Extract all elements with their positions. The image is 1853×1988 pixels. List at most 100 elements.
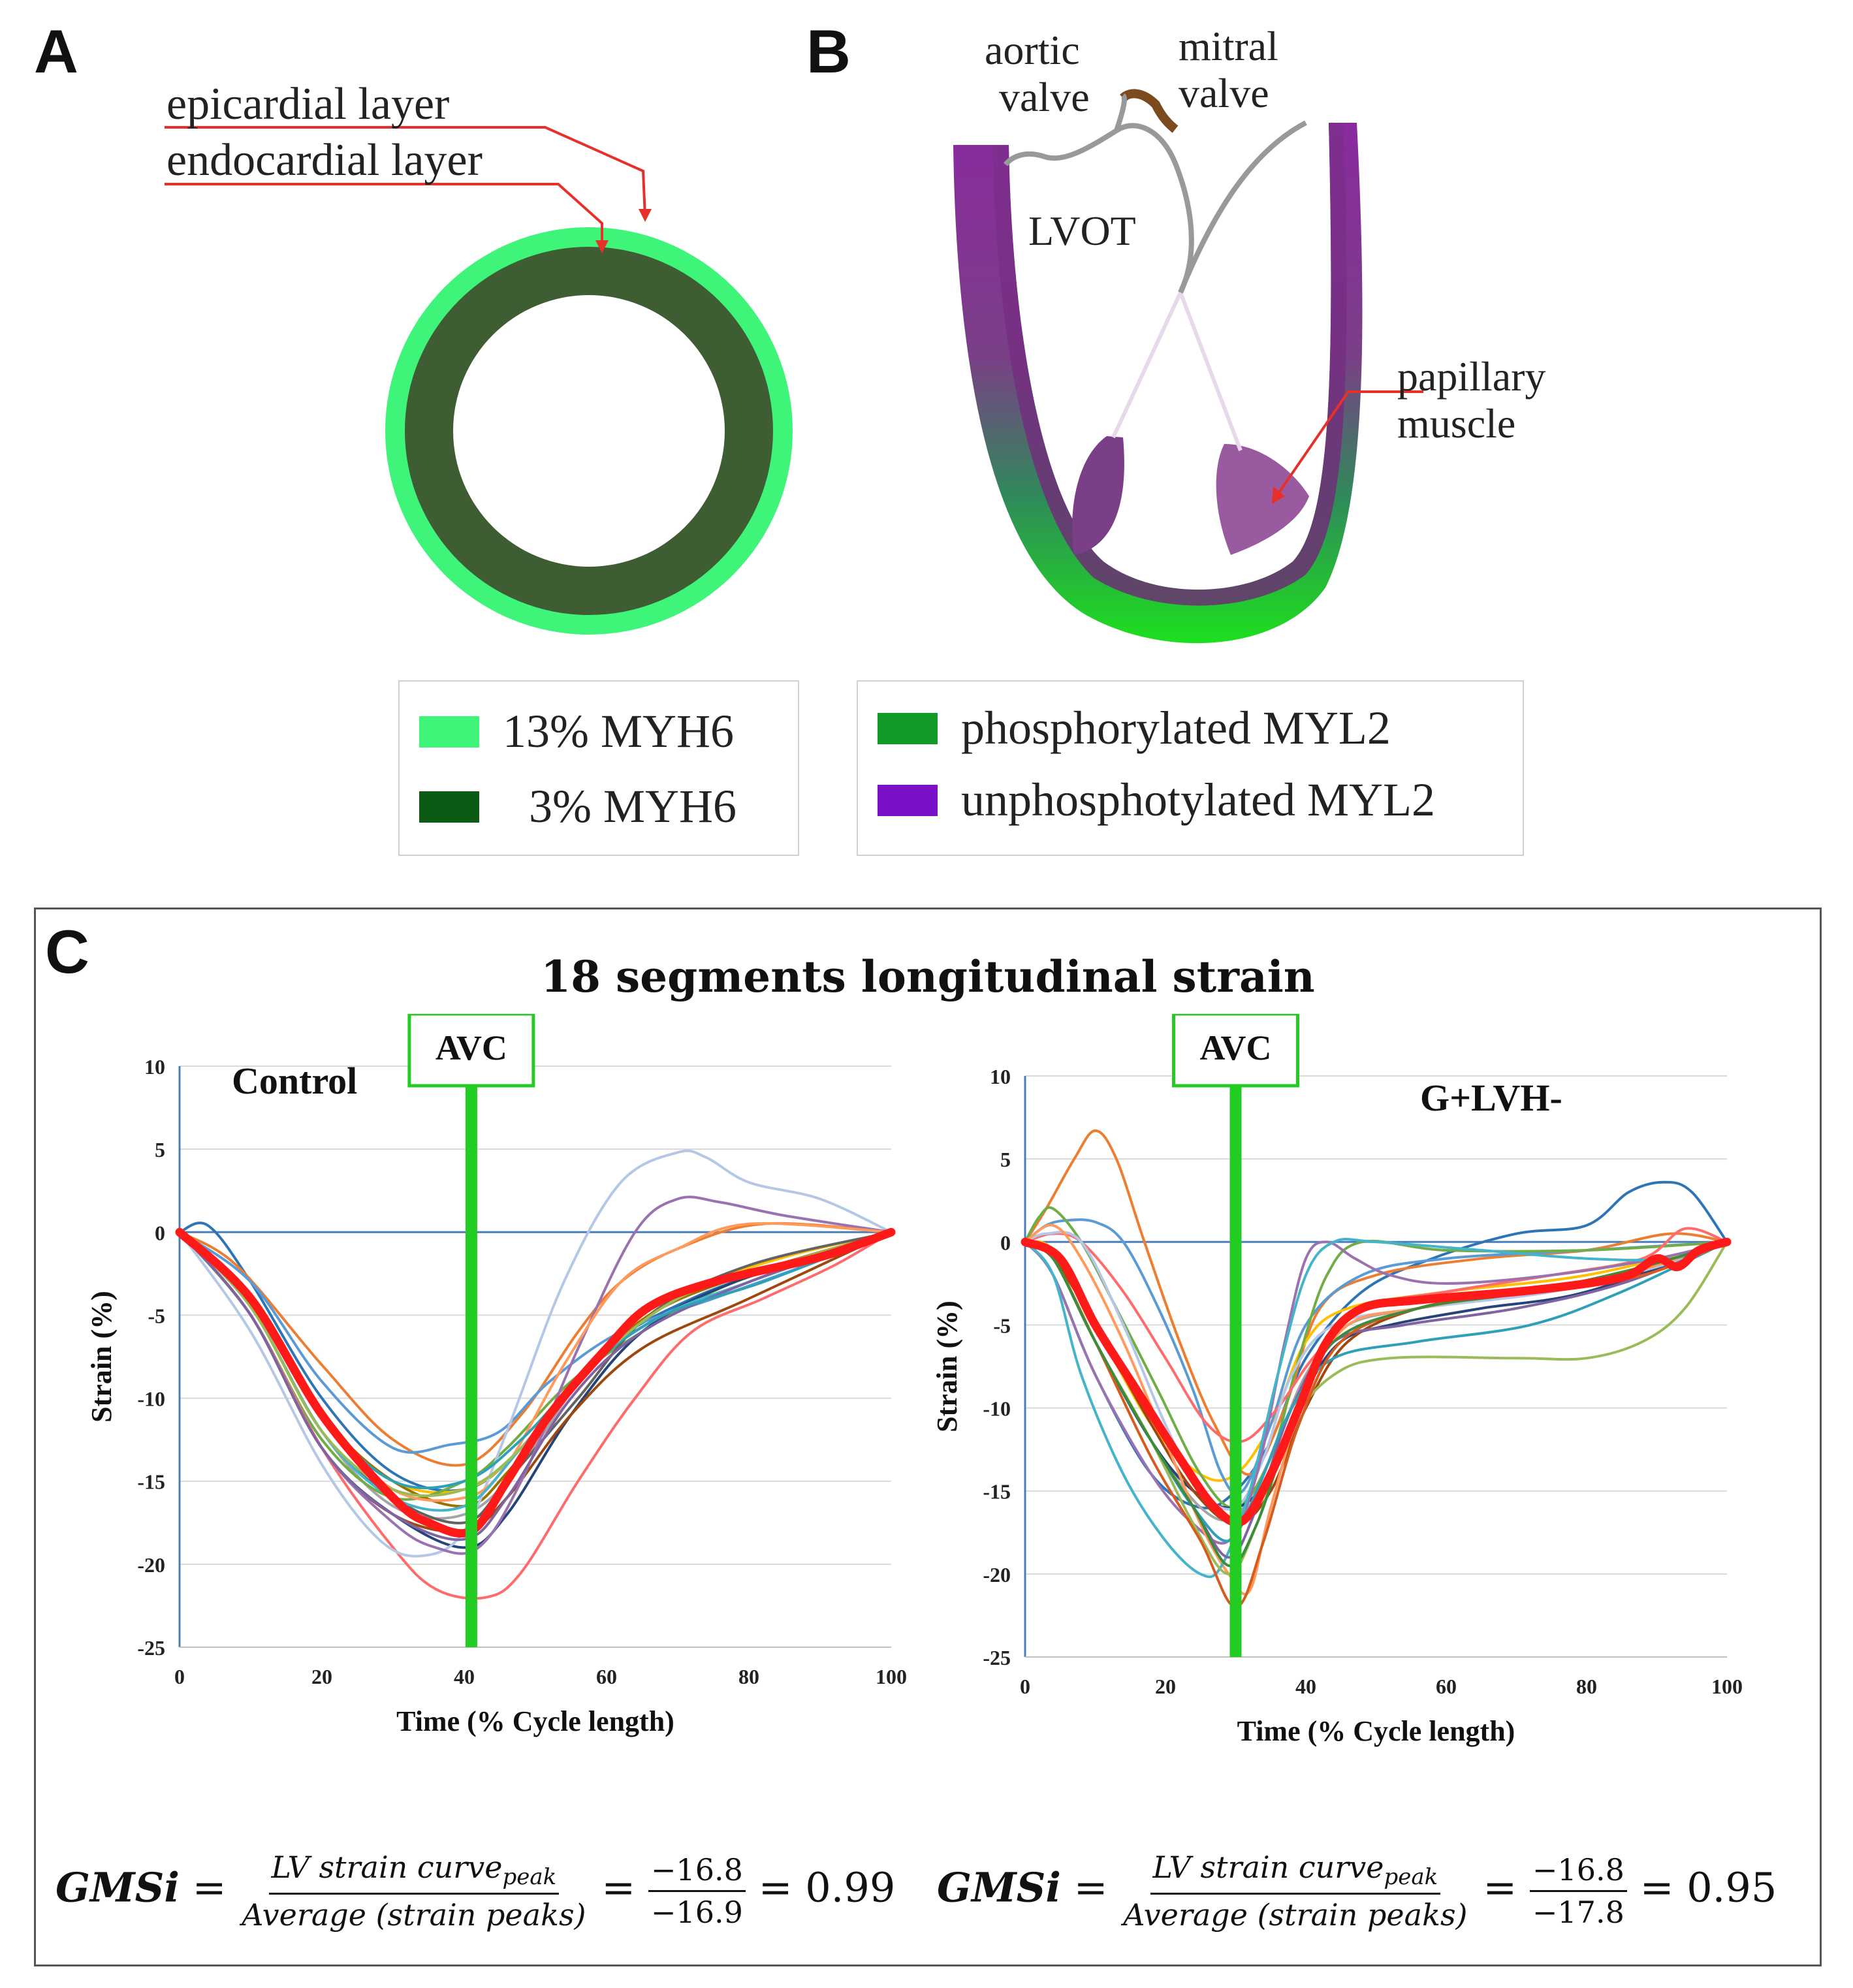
avc-marker-box bbox=[1172, 1014, 1299, 1088]
x-tick-label: 80 bbox=[738, 1665, 759, 1688]
y-tick-label: -25 bbox=[137, 1636, 165, 1660]
formula-control-num-text: LV strain curve bbox=[271, 1850, 503, 1885]
formula-control-eq2: = bbox=[601, 1863, 636, 1912]
formula-control: GMSi = LV strain curvepeak Average (stra… bbox=[55, 1850, 895, 1933]
y-tick-label: -15 bbox=[137, 1470, 165, 1494]
formula-g-lvh-main-num: LV strain curvepeak bbox=[1150, 1850, 1441, 1895]
panel-a: epicardial layer endocardial layer 13% M… bbox=[0, 0, 849, 856]
aortic-label-2: valve bbox=[999, 74, 1090, 120]
papillary-label-1: papillary bbox=[1397, 353, 1545, 400]
avc-marker-box bbox=[407, 1014, 535, 1088]
y-tick-label: -5 bbox=[148, 1304, 165, 1327]
formula-control-result: = 0.99 bbox=[758, 1863, 896, 1912]
papillary-muscle-right bbox=[1216, 444, 1309, 555]
epicardial-label: epicardial layer bbox=[166, 79, 449, 129]
x-tick-label: 20 bbox=[311, 1665, 332, 1688]
x-axis-label: Time (% Cycle length) bbox=[396, 1705, 674, 1737]
legend-label-unphosphorylated: unphosphotylated MYL2 bbox=[961, 774, 1435, 826]
formula-g-lvh-result: = 0.95 bbox=[1639, 1863, 1777, 1912]
y-tick-label: 10 bbox=[990, 1065, 1011, 1088]
formula-control-value-fraction: −16.8 −16.9 bbox=[648, 1852, 746, 1930]
panel-c: C 18 segments longitudinal strain 10 5 0 -5… bbox=[34, 907, 1822, 1966]
series-line-7 bbox=[178, 1231, 892, 1549]
papillary-label-2: muscle bbox=[1397, 400, 1515, 447]
y-tick-label: 5 bbox=[155, 1138, 165, 1161]
papillary-arrowhead bbox=[1272, 486, 1285, 504]
legend-item-phosphorylated: phosphorylated MYL2 bbox=[878, 701, 1391, 755]
series-line-16 bbox=[178, 1231, 892, 1541]
lumen bbox=[453, 295, 725, 567]
y-tick-label: 5 bbox=[1000, 1148, 1011, 1171]
legend-swatch-phosphorylated bbox=[878, 712, 938, 744]
formula-control-eq: = bbox=[192, 1863, 227, 1912]
legend-label-3-myh6: 3% MYH6 bbox=[529, 780, 736, 832]
papillary-muscle-left bbox=[1072, 436, 1124, 555]
aortic-label-1: aortic bbox=[985, 27, 1080, 73]
chordae bbox=[1111, 287, 1243, 452]
series-line-5 bbox=[1024, 1218, 1728, 1496]
epicardial-pointer bbox=[165, 126, 646, 217]
epicardial-arrowhead bbox=[639, 209, 652, 222]
aortic-valve-tip bbox=[1120, 89, 1179, 133]
formula-g-lvh-value-num: −16.8 bbox=[1529, 1852, 1627, 1893]
panel-b-diagram: aortic valve mitral valve LVOT papillary… bbox=[953, 23, 1545, 644]
chart-title: Control bbox=[232, 1060, 357, 1102]
formula-control-value-num: −16.8 bbox=[648, 1852, 746, 1893]
formula-g-lvh-num-sub: peak bbox=[1384, 1864, 1438, 1891]
x-tick-label: 60 bbox=[596, 1665, 617, 1688]
legend-swatch-13-myh6 bbox=[419, 716, 479, 748]
formula-control-lhs: GMSi bbox=[55, 1863, 180, 1912]
chart-control: 10 5 0 -5 -10 -15 -20 -25 0 20 40 60 80 100 AVC Control… bbox=[86, 1014, 907, 1737]
series-line-14 bbox=[1024, 1240, 1728, 1559]
y-tick-label: -25 bbox=[983, 1646, 1011, 1669]
formula-g-lvh-eq: = bbox=[1073, 1863, 1108, 1912]
endocardial-pointer bbox=[165, 183, 603, 248]
formula-control-main-fraction: LV strain curvepeak Average (strain peak… bbox=[239, 1850, 588, 1933]
formula-g-lvh-num-text: LV strain curve bbox=[1152, 1850, 1384, 1885]
y-tick-label: -10 bbox=[983, 1397, 1011, 1421]
legend-item-3-myh6: 3% MYH6 bbox=[419, 780, 736, 834]
formula-g-lvh-main-fraction: LV strain curvepeak Average (strain peak… bbox=[1120, 1850, 1470, 1933]
aortic-leaflet bbox=[1003, 123, 1194, 294]
y-tick-label: -5 bbox=[993, 1314, 1011, 1337]
legend-item-13-myh6: 13% MYH6 bbox=[419, 704, 734, 759]
x-tick-label: 60 bbox=[1436, 1675, 1457, 1698]
legend-label-13-myh6: 13% MYH6 bbox=[503, 705, 734, 757]
papillary-pointer bbox=[1275, 390, 1423, 497]
average-strain-line bbox=[175, 1227, 896, 1538]
series-line-13 bbox=[178, 1195, 892, 1555]
panel-label-a: A bbox=[34, 17, 78, 86]
y-tick-label: 0 bbox=[155, 1221, 165, 1244]
series-line-17 bbox=[1024, 1240, 1728, 1609]
x-axis-label: Time (% Cycle length) bbox=[1237, 1715, 1515, 1747]
series-line-12 bbox=[178, 1149, 892, 1558]
x-tick-label: 0 bbox=[1020, 1675, 1030, 1698]
mitral-label-1: mitral bbox=[1179, 23, 1278, 69]
ventricle-inner-lining bbox=[992, 123, 1347, 606]
x-tick-label: 100 bbox=[876, 1665, 907, 1688]
avc-marker-label: AVC bbox=[436, 1028, 507, 1067]
panel-a-diagram: epicardial layer endocardial layer bbox=[165, 79, 793, 635]
panel-label-c: C bbox=[45, 917, 89, 986]
y-axis-label: Strain (%) bbox=[86, 1291, 118, 1423]
lvot-label: LVOT bbox=[1028, 208, 1136, 254]
series-line-13 bbox=[1024, 1238, 1728, 1579]
y-tick-label: -20 bbox=[137, 1553, 165, 1577]
formula-g-lvh-eq2: = bbox=[1483, 1863, 1517, 1912]
mitral-leaflet bbox=[1178, 120, 1307, 294]
aortic-root bbox=[1114, 93, 1127, 132]
formula-g-lvh-value-fraction: −16.8 −17.8 bbox=[1529, 1852, 1627, 1931]
formula-control-value-den: −16.9 bbox=[650, 1895, 743, 1931]
panel-b: aortic valve mitral valve LVOT papillary… bbox=[849, 0, 1853, 862]
series-line-2 bbox=[1024, 1129, 1728, 1476]
formula-control-main-den: Average (strain peaks) bbox=[242, 1897, 586, 1933]
formula-g-lvh-lhs: GMSi bbox=[937, 1863, 1061, 1912]
formula-control-num-sub: peak bbox=[502, 1864, 557, 1891]
legend-swatch-3-myh6 bbox=[419, 791, 479, 823]
x-tick-label: 0 bbox=[174, 1665, 185, 1688]
avc-marker-label: AVC bbox=[1199, 1028, 1271, 1067]
legend-item-unphosphorylated: unphosphotylated MYL2 bbox=[878, 773, 1435, 827]
x-tick-label: 20 bbox=[1155, 1675, 1176, 1698]
formula-g-lvh-value-den: −17.8 bbox=[1532, 1895, 1624, 1931]
y-tick-label: -20 bbox=[983, 1563, 1011, 1586]
